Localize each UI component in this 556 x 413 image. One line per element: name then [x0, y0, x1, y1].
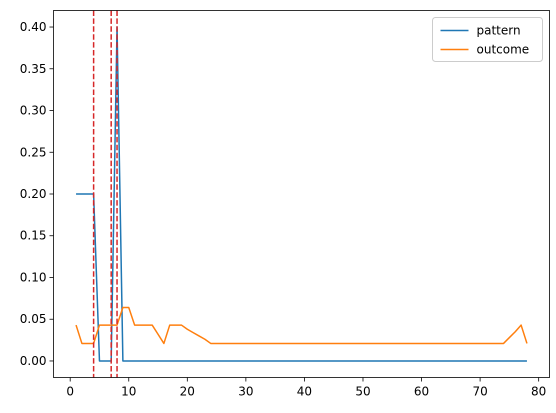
x-tick-label: 40: [297, 385, 312, 399]
plot-frame: [53, 10, 550, 378]
y-tick-label: 0.05: [20, 312, 47, 326]
vertical-markers: [92, 10, 118, 378]
x-tick-label: 60: [414, 385, 429, 399]
legend-label-outcome: outcome: [477, 43, 530, 57]
x-tick-label: 70: [472, 385, 487, 399]
x-tick-label: 0: [66, 385, 74, 399]
y-tick-label: 0.10: [20, 270, 47, 284]
x-axis-ticks: 0 10 20 30 40 50 60 70 80: [66, 377, 546, 399]
legend: pattern outcome: [432, 17, 543, 62]
x-tick-label: 50: [355, 385, 370, 399]
legend-label-pattern: pattern: [477, 24, 521, 38]
series-lines: [75, 26, 528, 362]
legend-box: [432, 17, 543, 62]
y-tick-label: 0.30: [20, 104, 47, 118]
y-tick-label: 0.00: [20, 354, 47, 368]
y-axis-ticks: 0.00 0.05 0.10 0.15 0.20 0.25 0.30 0.35 0.40: [20, 20, 54, 368]
y-tick-label: 0.40: [20, 20, 47, 34]
y-tick-label: 0.25: [20, 145, 47, 159]
series-line-outcome: [75, 306, 528, 345]
series-line-pattern: [76, 26, 527, 362]
plot-area: [53, 10, 550, 378]
y-tick-label: 0.35: [20, 62, 47, 76]
y-tick-label: 0.20: [20, 187, 47, 201]
x-tick-label: 80: [531, 385, 546, 399]
x-tick-label: 30: [238, 385, 253, 399]
x-tick-label: 10: [121, 385, 136, 399]
x-tick-label: 20: [180, 385, 195, 399]
y-tick-label: 0.15: [20, 229, 47, 243]
